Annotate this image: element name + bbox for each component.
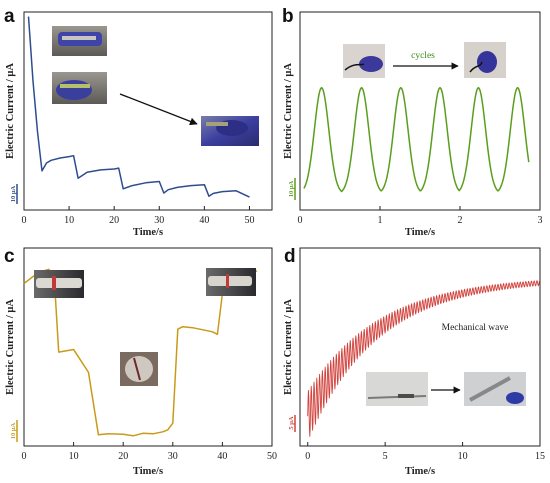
x-axis-b: 0 1 2 3 [298, 206, 543, 226]
scale-bar-label-d: 5 μA [288, 416, 295, 430]
x-tick-label: 10 [458, 451, 468, 462]
annotation-cycles: cycles [411, 51, 435, 61]
inset-photo-b-1 [343, 44, 385, 78]
inset-photo-a-2 [52, 72, 107, 104]
series-line-b [303, 86, 530, 193]
x-tick-label: 10 [69, 451, 79, 462]
y-axis-title-a: Electric Current / μA [5, 63, 16, 159]
inset-photo-b-2 [464, 42, 506, 78]
y-axis-title-c: Electric Current / μA [5, 299, 16, 395]
inset-photo-c-2 [120, 352, 158, 386]
annotation-mechanical-wave: Mechanical wave [442, 323, 509, 333]
x-axis-title-b: Time/s [405, 227, 435, 238]
panel-letter-c: c [4, 246, 15, 267]
x-tick-label: 30 [168, 451, 178, 462]
plot-frame-a [23, 11, 273, 211]
scale-bar-label-a: 10 μA [10, 185, 17, 202]
x-tick-label: 15 [535, 451, 545, 462]
inset-photo-d-1 [366, 372, 428, 406]
arrow-a [119, 93, 198, 126]
x-tick-label: 1 [378, 215, 383, 226]
x-axis-a: 0 10 20 30 40 50 [22, 206, 254, 226]
x-tick-label: 2 [458, 215, 463, 226]
panel-a: a 0 10 20 30 40 50 Electric Current / μA Time… [4, 6, 273, 238]
x-tick-label: 3 [538, 215, 543, 226]
x-tick-label: 0 [22, 451, 27, 462]
x-tick-label: 20 [109, 215, 119, 226]
panel-d: d 0 5 10 15 Electric Current / μA Time/s 5 … [283, 246, 545, 477]
x-tick-label: 40 [199, 215, 209, 226]
y-axis-title-b: Electric Current / μA [283, 63, 294, 159]
inset-photo-c-3 [206, 268, 256, 296]
x-tick-label: 0 [22, 215, 27, 226]
x-tick-label: 50 [244, 215, 254, 226]
scale-bar-label-c: 10 μA [10, 422, 17, 439]
inset-photo-a-1 [52, 26, 107, 56]
x-axis-title-c: Time/s [133, 466, 163, 477]
x-tick-label: 50 [267, 451, 277, 462]
x-tick-label: 0 [298, 215, 303, 226]
panel-c: c 0 10 20 30 40 50 Electric Current / μA Time… [4, 246, 277, 477]
panel-b: b 0 1 2 3 Electric Current / μA Time/s 10 μ… [282, 6, 543, 238]
plot-frame-d [299, 247, 541, 447]
x-axis-d: 0 5 10 15 [305, 442, 545, 462]
series-line-d [307, 280, 541, 437]
panel-letter-b: b [282, 6, 294, 27]
x-axis-title-a: Time/s [133, 227, 163, 238]
x-tick-label: 10 [64, 215, 74, 226]
x-axis-c: 0 10 20 30 40 50 [22, 442, 277, 462]
scale-bar-label-b: 10 μA [288, 180, 295, 197]
x-tick-label: 30 [154, 215, 164, 226]
x-axis-title-d: Time/s [405, 466, 435, 477]
y-axis-title-d: Electric Current / μA [283, 299, 294, 395]
inset-photo-a-3 [201, 116, 259, 146]
inset-photo-c-1 [34, 270, 84, 298]
x-tick-label: 40 [217, 451, 227, 462]
panel-letter-a: a [4, 6, 15, 27]
plot-frame-b [299, 11, 541, 211]
series-line-a [27, 16, 250, 198]
panel-letter-d: d [284, 246, 296, 267]
x-tick-label: 0 [305, 451, 310, 462]
x-tick-label: 20 [118, 451, 128, 462]
x-tick-label: 5 [383, 451, 388, 462]
plot-frame-c [23, 247, 273, 447]
inset-photo-d-2 [464, 372, 526, 406]
